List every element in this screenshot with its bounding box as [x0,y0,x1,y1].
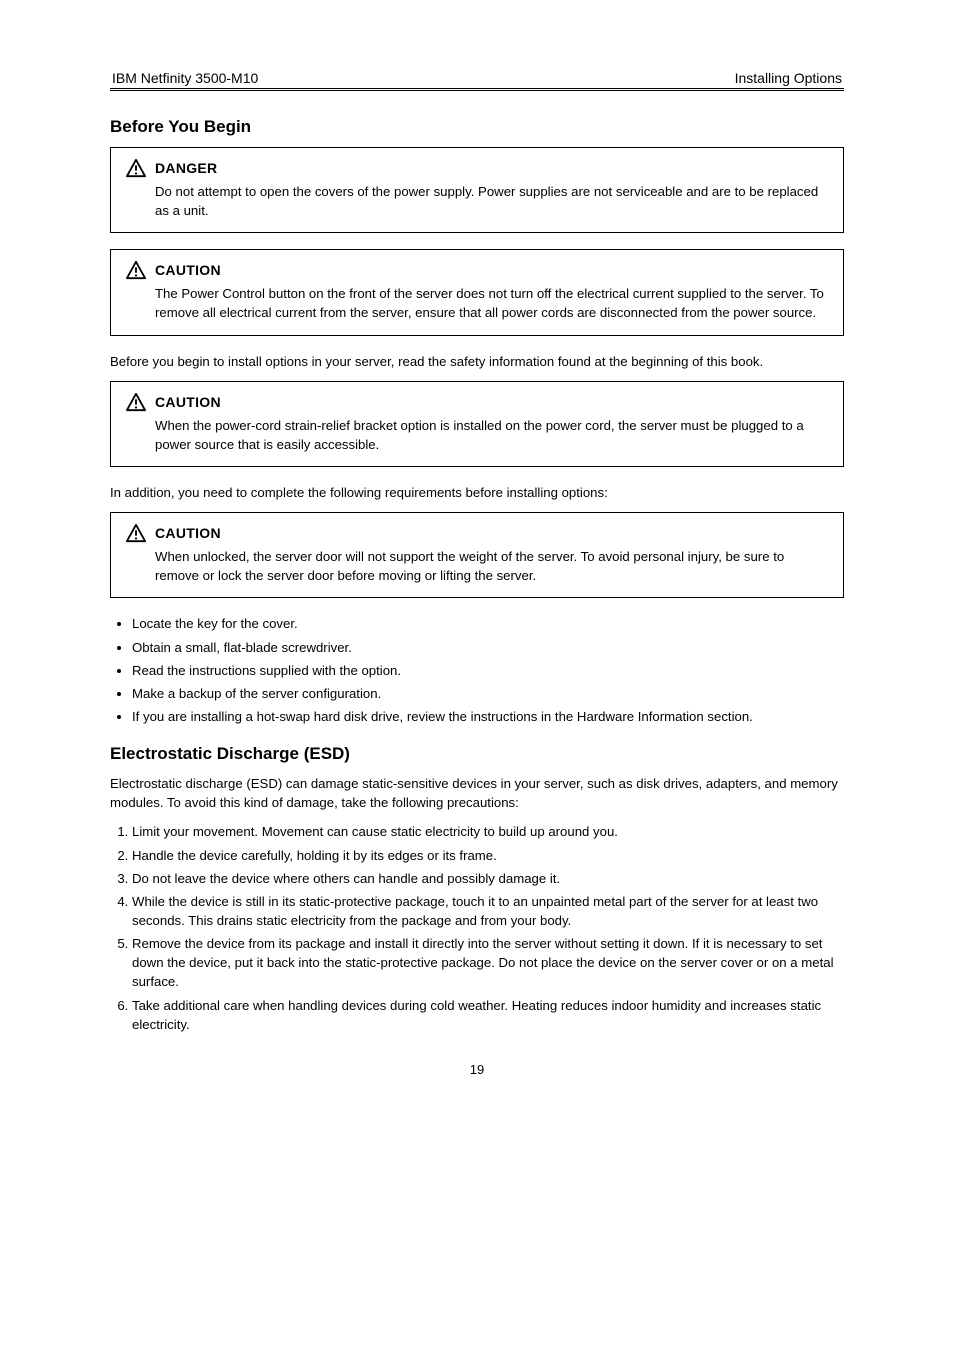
list-item: Handle the device carefully, holding it … [132,846,844,865]
warning-box: DANGER Do not attempt to open the covers… [110,147,844,233]
warning-label: CAUTION [155,394,221,410]
warning-triangle-icon [125,158,147,178]
header-right: Installing Options [735,70,842,86]
warning-label: DANGER [155,160,217,176]
warning-label: CAUTION [155,262,221,278]
warning-text: When unlocked, the server door will not … [155,547,829,585]
list-item: Do not leave the device where others can… [132,869,844,888]
list-item: Take additional care when handling devic… [132,996,844,1034]
warning-text: The Power Control button on the front of… [155,284,829,322]
running-header: IBM Netfinity 3500-M10 Installing Option… [110,70,844,88]
page-footer: 19 [110,1062,844,1077]
warning-box: CAUTION When unlocked, the server door w… [110,512,844,598]
warning-text: When the power-cord strain-relief bracke… [155,416,829,454]
body-paragraph: Before you begin to install options in y… [110,352,844,371]
header-rule [110,88,844,91]
warning-text: Do not attempt to open the covers of the… [155,182,829,220]
list-item: If you are installing a hot-swap hard di… [132,707,844,726]
warning-triangle-icon [125,523,147,543]
list-item: While the device is still in its static-… [132,892,844,930]
header-left: IBM Netfinity 3500-M10 [112,70,258,86]
list-item: Make a backup of the server configuratio… [132,684,844,703]
list-item: Locate the key for the cover. [132,614,844,633]
body-paragraph: Electrostatic discharge (ESD) can damage… [110,774,844,812]
section-title-before: Before You Begin [110,117,844,137]
warning-triangle-icon [125,392,147,412]
warning-head: CAUTION [125,260,829,280]
section-title-esd: Electrostatic Discharge (ESD) [110,744,844,764]
list-item: Read the instructions supplied with the … [132,661,844,680]
before-bullet-list: Locate the key for the cover. Obtain a s… [110,614,844,726]
warning-head: CAUTION [125,523,829,543]
body-paragraph: In addition, you need to complete the fo… [110,483,844,502]
list-item: Obtain a small, flat-blade screwdriver. [132,638,844,657]
warning-head: CAUTION [125,392,829,412]
esd-numbered-list: Limit your movement. Movement can cause … [110,822,844,1033]
list-item: Remove the device from its package and i… [132,934,844,991]
warning-triangle-icon [125,260,147,280]
page-number: 19 [470,1062,484,1077]
list-item: Limit your movement. Movement can cause … [132,822,844,841]
warning-head: DANGER [125,158,829,178]
warning-box: CAUTION The Power Control button on the … [110,249,844,335]
warning-label: CAUTION [155,525,221,541]
page: IBM Netfinity 3500-M10 Installing Option… [0,0,954,1137]
warning-box: CAUTION When the power-cord strain-relie… [110,381,844,467]
